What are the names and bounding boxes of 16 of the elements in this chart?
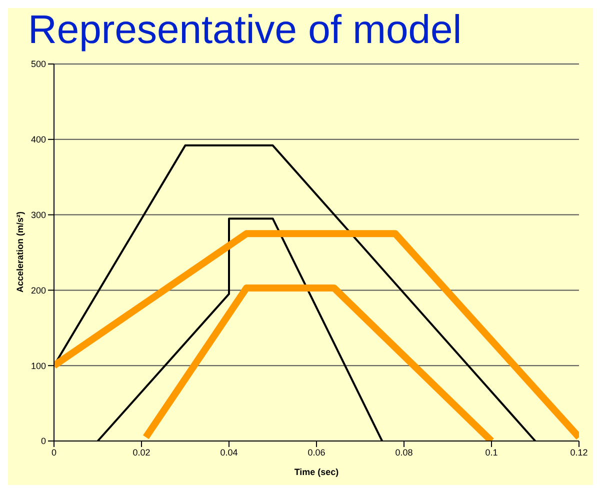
- y-tick-label: 0: [40, 436, 46, 446]
- x-tick-label: 0.04: [220, 447, 238, 458]
- x-tick-label: 0.08: [395, 447, 413, 458]
- y-tick-label: 400: [30, 134, 46, 145]
- x-tick-label: 0.12: [570, 447, 588, 458]
- chart-title: Representative of model: [27, 8, 463, 52]
- x-tick-label: 0.1: [485, 447, 498, 458]
- x-tick-label: 0: [51, 447, 57, 458]
- x-axis-title: Time (sec): [294, 467, 339, 477]
- y-tick-label: 300: [30, 210, 46, 220]
- y-tick-label: 200: [30, 285, 46, 296]
- x-tick-label: 0.06: [308, 447, 326, 458]
- y-axis-title: Acceleration (m/s²): [15, 211, 26, 292]
- x-tick-label: 0.02: [132, 447, 150, 458]
- y-tick-label: 500: [30, 59, 46, 70]
- y-tick-label: 100: [30, 360, 46, 371]
